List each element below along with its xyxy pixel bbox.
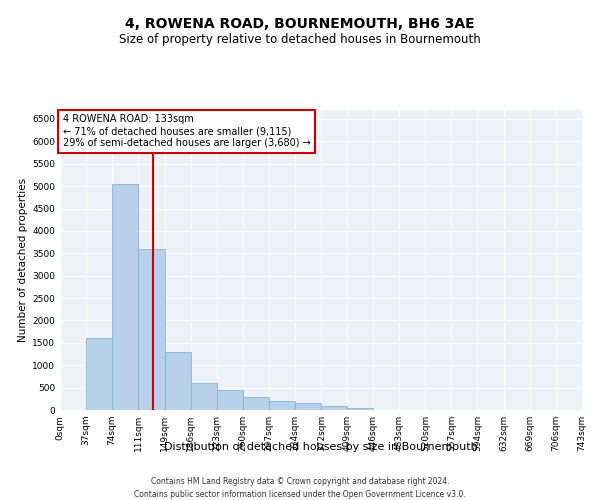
- Bar: [112, 184, 138, 410]
- Text: Contains public sector information licensed under the Open Government Licence v3: Contains public sector information licen…: [134, 490, 466, 499]
- Text: 4, ROWENA ROAD, BOURNEMOUTH, BH6 3AE: 4, ROWENA ROAD, BOURNEMOUTH, BH6 3AE: [125, 18, 475, 32]
- Text: Size of property relative to detached houses in Bournemouth: Size of property relative to detached ho…: [119, 32, 481, 46]
- Bar: [164, 352, 191, 410]
- Bar: [217, 390, 242, 410]
- Bar: [347, 408, 373, 410]
- Bar: [138, 249, 164, 410]
- Y-axis label: Number of detached properties: Number of detached properties: [18, 178, 28, 342]
- Text: Contains HM Land Registry data © Crown copyright and database right 2024.: Contains HM Land Registry data © Crown c…: [151, 478, 449, 486]
- Text: Distribution of detached houses by size in Bournemouth: Distribution of detached houses by size …: [164, 442, 478, 452]
- Bar: [242, 396, 269, 410]
- Text: 4 ROWENA ROAD: 133sqm
← 71% of detached houses are smaller (9,115)
29% of semi-d: 4 ROWENA ROAD: 133sqm ← 71% of detached …: [62, 114, 310, 148]
- Bar: [86, 338, 112, 410]
- Bar: [295, 404, 322, 410]
- Bar: [269, 401, 295, 410]
- Bar: [322, 406, 347, 410]
- Bar: [191, 383, 217, 410]
